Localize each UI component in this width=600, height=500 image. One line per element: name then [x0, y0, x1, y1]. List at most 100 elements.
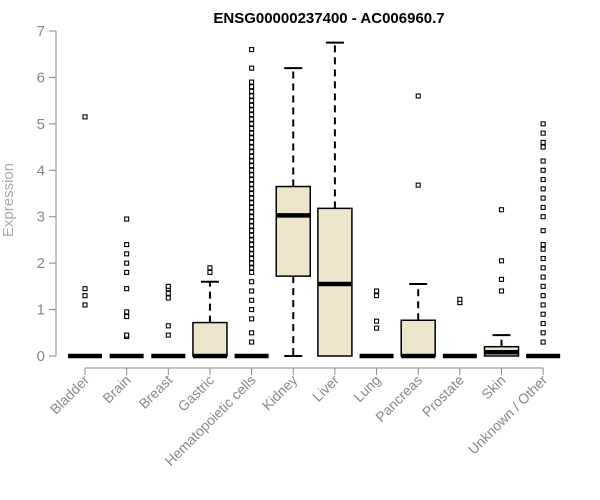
outlier-point — [540, 274, 546, 280]
outlier-point — [165, 323, 171, 329]
outlier-point — [540, 130, 546, 136]
outlier-point — [249, 251, 255, 257]
outlier-point — [165, 295, 171, 301]
outlier-point — [249, 88, 255, 94]
outlier-point — [124, 332, 130, 338]
outlier-point — [82, 114, 88, 120]
x-tick-label: Unknown / Other — [465, 372, 551, 458]
box-1 — [109, 216, 144, 359]
outlier-point — [249, 102, 255, 108]
outlier-point — [124, 260, 130, 266]
outlier-point — [207, 269, 213, 275]
outlier-point — [249, 167, 255, 173]
chart-title: ENSG00000237400 - AC006960.7 — [213, 10, 444, 27]
box-7 — [359, 288, 394, 359]
outlier-point — [249, 255, 255, 262]
outlier-point — [124, 269, 130, 275]
box-10 — [483, 207, 520, 357]
outlier-point — [249, 47, 255, 53]
outlier-point — [249, 107, 255, 113]
outlier-point — [457, 296, 463, 302]
outlier-point — [498, 207, 505, 213]
outlier-point — [249, 158, 255, 164]
outlier-point — [540, 158, 546, 164]
x-tick-label: Liver — [309, 372, 342, 405]
y-tick-label: 4 — [37, 162, 45, 179]
outlier-point — [249, 112, 255, 118]
outlier-point — [249, 116, 255, 122]
outlier-point — [249, 339, 255, 345]
outlier-point — [124, 286, 130, 292]
outlier-point — [540, 186, 546, 192]
outlier-point — [540, 228, 546, 234]
outlier-point — [165, 332, 171, 338]
outlier-point — [498, 288, 505, 294]
x-tick-label: Bladder — [47, 372, 93, 418]
outlier-point — [249, 242, 255, 248]
box-body — [192, 321, 228, 357]
outlier-point — [249, 246, 255, 252]
box-0 — [68, 114, 102, 359]
x-tick-label: Prostate — [419, 372, 467, 420]
outlier-point — [373, 288, 380, 294]
outlier-point — [249, 330, 255, 336]
outlier-point — [124, 313, 130, 320]
box-body — [400, 319, 436, 357]
outlier-point — [124, 309, 130, 315]
outlier-point — [249, 200, 255, 206]
outlier-point — [249, 98, 255, 104]
outlier-point — [540, 144, 546, 150]
outlier-point — [249, 316, 255, 322]
outlier-point — [249, 260, 255, 266]
outlier-point — [249, 135, 255, 141]
outlier-point — [249, 163, 255, 169]
outlier-point — [207, 265, 213, 271]
y-tick-label: 3 — [37, 209, 45, 226]
outlier-point — [540, 311, 546, 317]
outlier-point — [165, 290, 171, 296]
box-8 — [400, 93, 436, 359]
outlier-point — [249, 65, 255, 71]
outlier-point — [415, 182, 421, 188]
outlier-point — [249, 218, 255, 224]
boxes-group — [68, 41, 561, 359]
box-3 — [192, 265, 228, 359]
outlier-point — [540, 121, 546, 127]
outlier-point — [540, 330, 546, 336]
outlier-point — [249, 190, 255, 197]
outlier-point — [124, 242, 130, 248]
outlier-point — [249, 172, 255, 178]
outlier-point — [540, 242, 546, 248]
x-tick-label: Breast — [135, 372, 175, 412]
outlier-point — [540, 139, 546, 145]
outlier-point — [249, 288, 255, 294]
outlier-point — [82, 302, 88, 308]
outlier-point — [249, 279, 255, 285]
outlier-point — [540, 195, 546, 201]
y-tick-label: 5 — [37, 116, 45, 133]
y-tick-label: 1 — [37, 302, 45, 319]
outlier-point — [249, 144, 255, 150]
outlier-point — [165, 283, 171, 289]
outlier-point — [249, 186, 255, 192]
outlier-point — [498, 276, 505, 282]
outlier-point — [249, 204, 255, 210]
x-tick-label: Brain — [99, 372, 133, 406]
outlier-point — [540, 283, 546, 289]
box-9 — [442, 296, 477, 359]
outlier-point — [540, 246, 546, 252]
outlier-point — [540, 255, 546, 262]
outlier-point — [124, 216, 130, 222]
outlier-point — [373, 325, 380, 331]
outlier-point — [540, 265, 546, 271]
outlier-point — [540, 302, 546, 308]
box-4 — [234, 47, 269, 359]
outlier-point — [540, 204, 546, 210]
x-tick-label: Skin — [478, 372, 509, 403]
outlier-point — [373, 318, 380, 324]
outlier-point — [373, 293, 380, 299]
outlier-point — [249, 214, 255, 220]
outlier-point — [249, 228, 255, 234]
